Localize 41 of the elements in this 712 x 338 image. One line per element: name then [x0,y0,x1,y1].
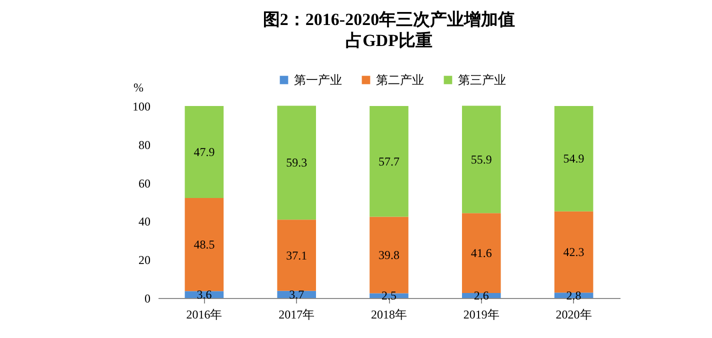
data-label: 39.8 [378,248,400,262]
legend-label: 第一产业 [294,73,342,87]
data-label: 2.8 [566,288,582,302]
data-label: 42.3 [563,245,584,260]
x-tick-label: 2020年 [556,308,592,322]
bar [554,211,594,293]
bar [370,216,408,294]
data-label: 48.5 [194,238,215,252]
data-label: 55.9 [470,152,492,166]
data-label: 37.1 [286,248,308,262]
bar [462,213,501,294]
bar [277,106,316,220]
y-tick-label: 20 [138,253,150,268]
chart-title: 图2：2016-2020年三次产业增加值 [262,10,516,29]
y-tick-label: 100 [132,100,150,114]
data-label: 54.9 [563,152,584,166]
y-tick-label: 0 [144,292,150,306]
bar [277,220,316,291]
bar [554,106,594,212]
x-tick-label: 2018年 [371,308,407,322]
y-axis-title: % [134,80,144,94]
bar [462,106,501,214]
x-tick-label: 2016年 [186,308,222,322]
data-label: 57.7 [378,154,400,168]
x-tick-label: 2017年 [278,308,315,322]
legend-label: 第二产业 [376,73,424,87]
data-label: 41.6 [470,246,492,260]
y-tick-label: 80 [138,138,150,152]
y-tick-label: 60 [138,176,150,190]
bar [370,106,408,217]
data-label: 59.3 [286,156,308,170]
y-tick-label: 40 [138,214,150,229]
legend-label: 第三产业 [458,73,506,87]
bar [184,198,224,292]
chart-subtitle: 占GDP比重 [346,31,432,50]
data-label: 2.6 [474,288,489,303]
data-label: 47.9 [194,144,215,159]
x-tick-label: 2019年 [463,308,500,322]
data-label: 3.7 [289,287,304,302]
data-label: 3.6 [196,288,212,302]
bar [184,106,224,198]
